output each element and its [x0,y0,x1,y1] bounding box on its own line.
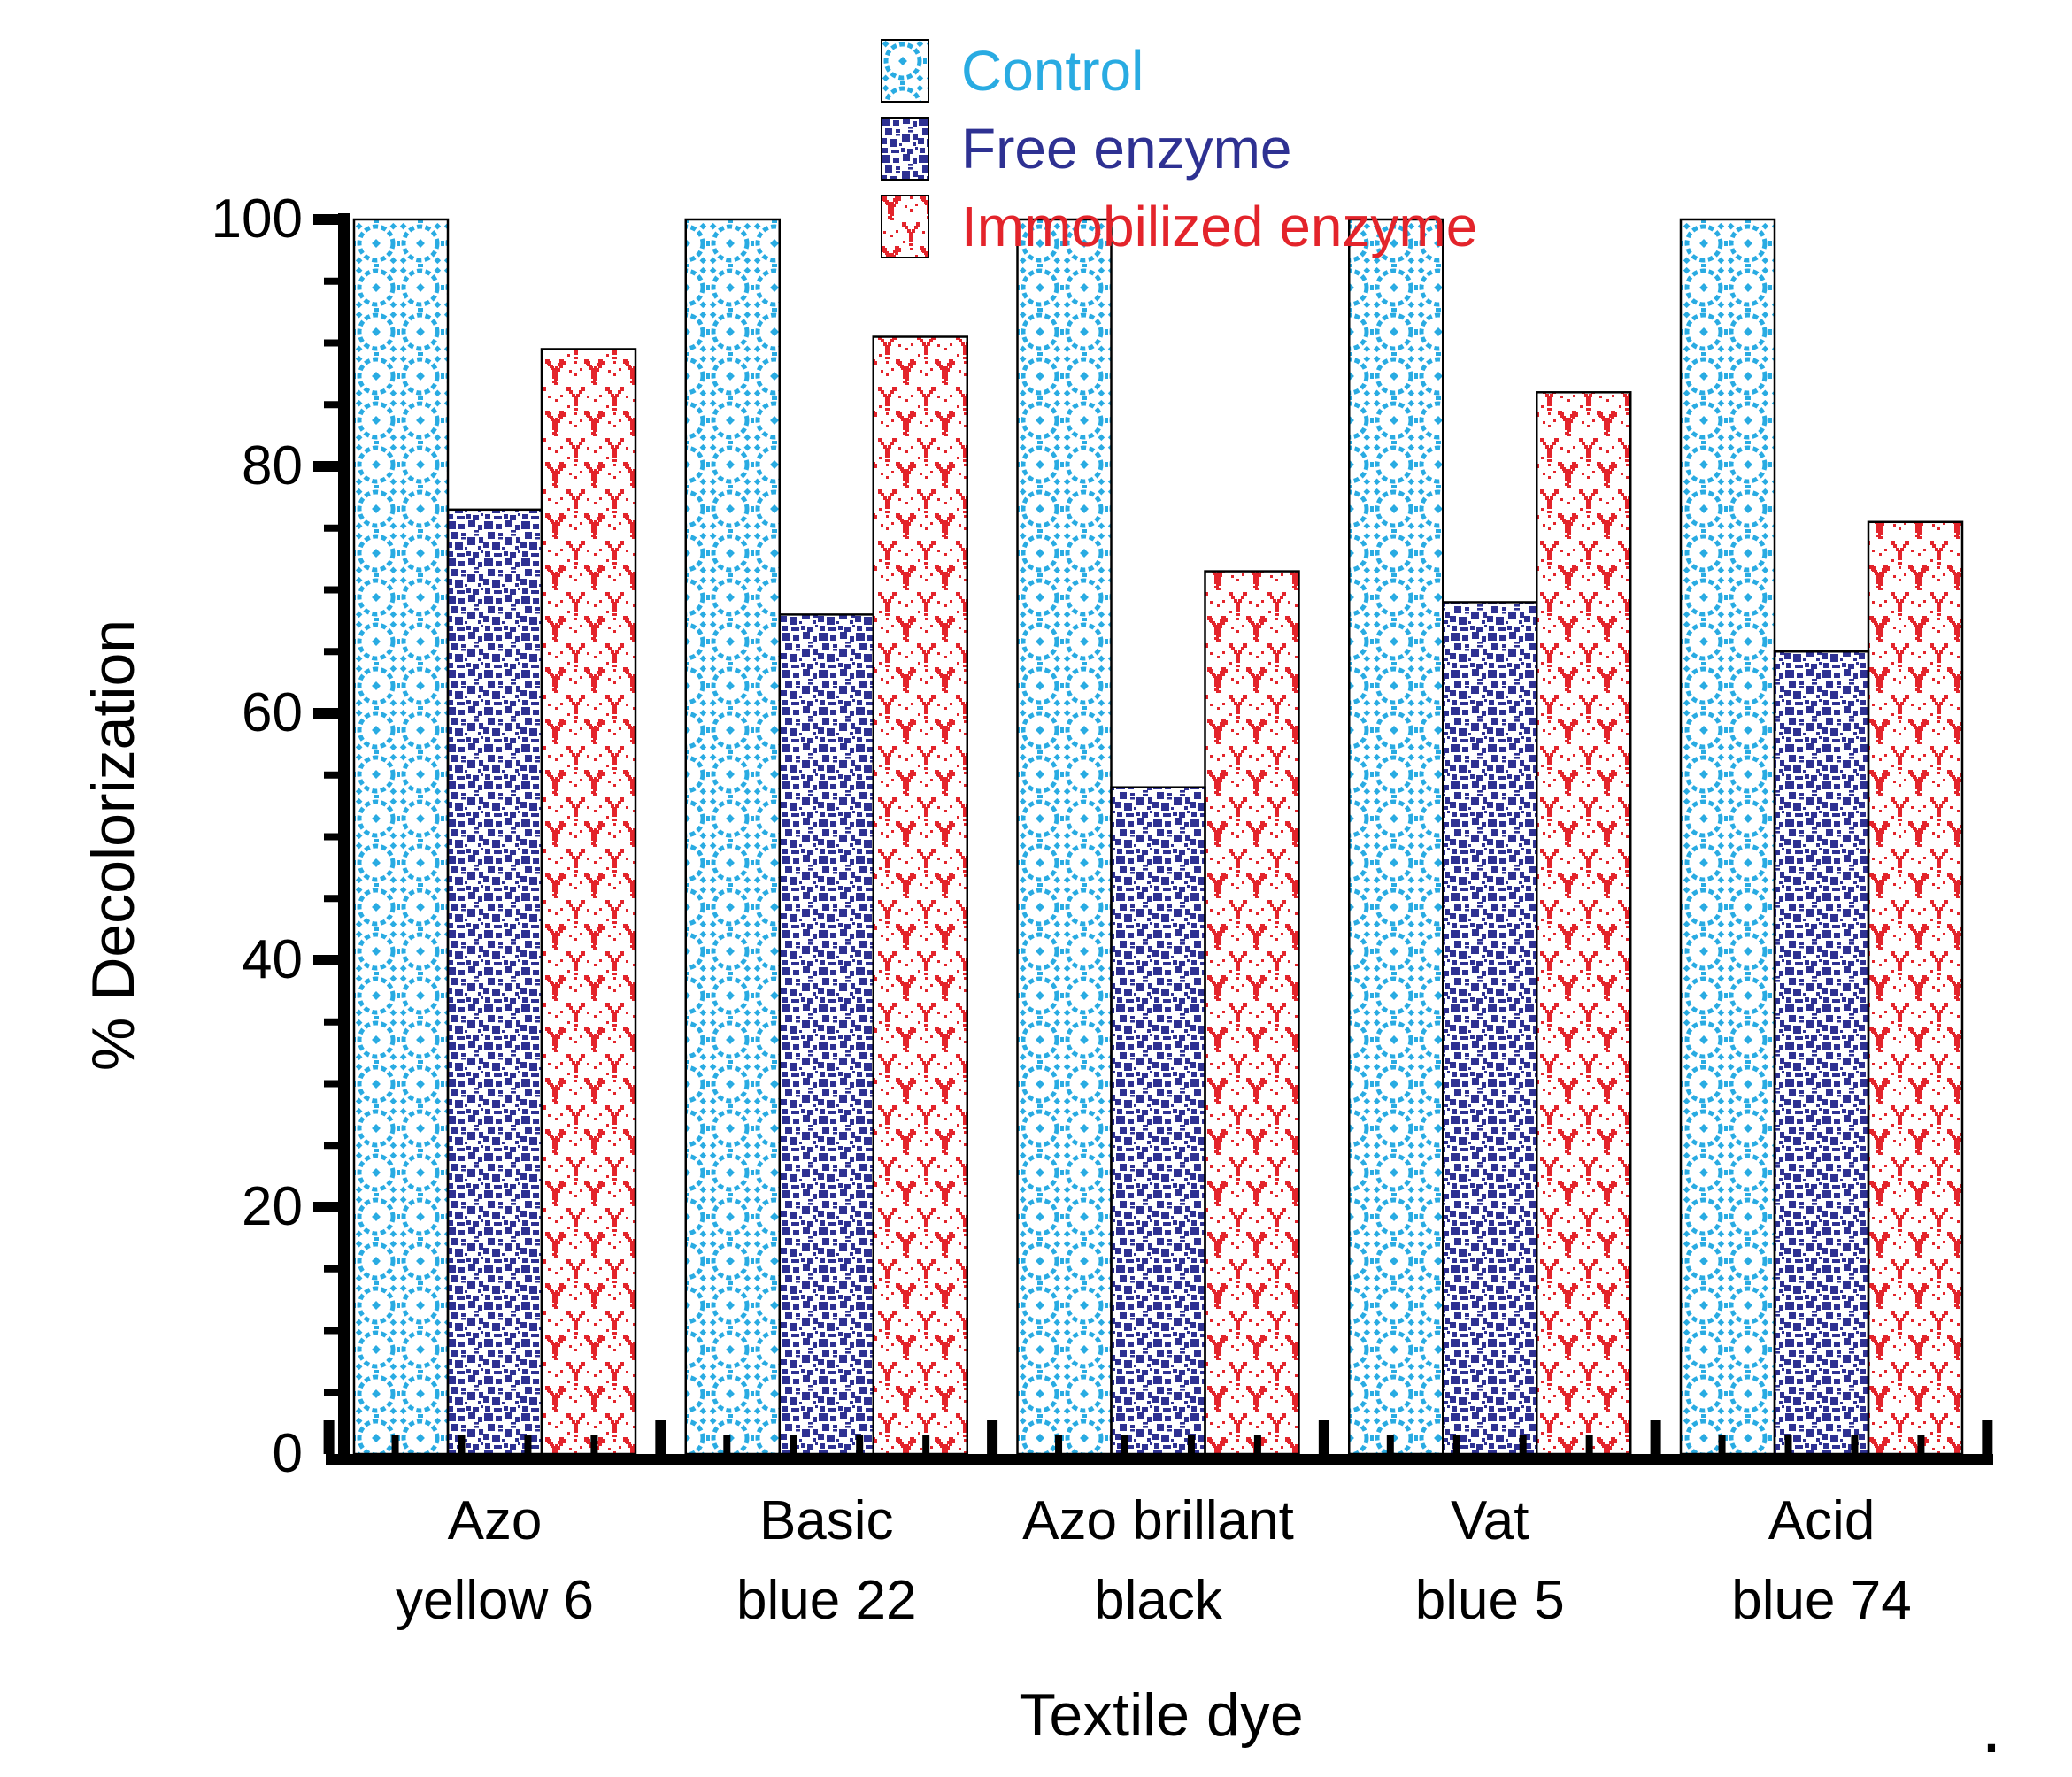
y-minor-tick [324,1080,338,1088]
y-minor-tick [324,833,338,841]
x-minor-tick [1917,1435,1925,1454]
y-minor-tick [324,401,338,409]
y-major-tick [313,955,338,965]
x-major-tick [1318,1420,1329,1454]
immobilized-enzyme-swatch-icon [881,195,929,258]
category-label-3: Azo brillant black [1022,1490,1294,1631]
x-major-tick [987,1420,998,1454]
axes-group [313,213,1993,1465]
y-tick-label-0: 0 [272,1423,303,1484]
x-minor-tick [590,1435,598,1454]
bar-control-2 [684,218,781,1456]
y-tick-label-100: 100 [211,188,303,250]
legend-label-free-enzyme: Free enzyme [961,117,1292,181]
x-major-tick [1982,1420,1993,1454]
control-swatch-icon [881,39,929,103]
y-minor-tick [324,277,338,285]
x-minor-tick [790,1435,797,1454]
x-major-tick [323,1420,335,1454]
y-minor-tick [324,1018,338,1026]
bar-control-5 [1679,218,1776,1456]
x-minor-tick [723,1435,731,1454]
y-minor-tick [324,648,338,656]
y-minor-tick [324,1327,338,1335]
x-minor-tick [524,1435,532,1454]
x-minor-tick [1784,1435,1792,1454]
y-minor-tick [324,771,338,779]
bar-free-enzyme-4 [1442,601,1538,1456]
x-minor-tick [1121,1435,1128,1454]
x-minor-tick [922,1435,930,1454]
y-minor-tick [324,1265,338,1273]
x-minor-tick [1187,1435,1195,1454]
legend-item-free-enzyme: Free enzyme [881,117,1477,181]
y-minor-tick [324,586,338,594]
bar-free-enzyme-2 [778,613,874,1456]
x-axis-title: Textile dye [1019,1681,1304,1749]
x-major-tick [655,1420,666,1454]
y-minor-tick [324,339,338,347]
x-minor-tick [1055,1435,1063,1454]
category-label-4: Vat blue 5 [1414,1490,1565,1631]
bar-control-4 [1348,218,1444,1456]
y-tick-label-40: 40 [242,929,303,990]
y-tick-label-80: 80 [242,435,303,496]
bar-immobilized-enzyme-2 [872,335,968,1456]
y-major-tick [313,214,338,225]
y-minor-tick [324,524,338,532]
trailing-period-text: . [1981,1684,2002,1769]
x-minor-tick [1851,1435,1859,1454]
x-major-tick [1650,1420,1661,1454]
legend-label-control: Control [961,39,1144,103]
y-minor-tick [324,1142,338,1150]
category-label-2: Basic blue 22 [736,1490,917,1631]
legend: Control Free enzyme Immobilized enzyme [881,39,1477,273]
x-minor-tick [391,1435,399,1454]
x-minor-tick [1519,1435,1527,1454]
y-axis-line [338,213,350,1465]
y-minor-tick [324,1389,338,1396]
x-minor-tick [1253,1435,1261,1454]
y-tick-label-60: 60 [242,682,303,743]
free-enzyme-swatch-icon [881,117,929,181]
bar-free-enzyme-1 [446,508,543,1456]
bars-group [352,218,1964,1456]
category-label-5: Acid blue 74 [1731,1490,1912,1631]
y-major-tick [313,1202,338,1212]
legend-item-control: Control [881,39,1477,103]
x-minor-tick [1718,1435,1726,1454]
bar-free-enzyme-3 [1110,786,1206,1456]
legend-label-immobilized-enzyme: Immobilized enzyme [961,195,1478,258]
y-minor-tick [324,895,338,903]
bar-control-3 [1016,218,1113,1456]
x-minor-tick [1585,1435,1593,1454]
x-axis-line [326,1454,1993,1465]
x-minor-tick [856,1435,864,1454]
bar-immobilized-enzyme-1 [540,348,637,1456]
bar-immobilized-enzyme-4 [1536,391,1632,1456]
x-minor-tick [458,1435,466,1454]
y-major-tick [313,708,338,719]
bar-free-enzyme-5 [1773,650,1870,1456]
bar-immobilized-enzyme-5 [1867,520,1964,1456]
y-major-tick [313,461,338,472]
x-minor-tick [1386,1435,1394,1454]
bar-control-1 [352,218,450,1456]
legend-item-immobilized-enzyme: Immobilized enzyme [881,195,1477,258]
category-label-1: Azo yellow 6 [396,1490,594,1631]
y-tick-label-20: 20 [242,1176,303,1237]
bar-immobilized-enzyme-3 [1204,570,1300,1456]
x-minor-tick [1452,1435,1460,1454]
